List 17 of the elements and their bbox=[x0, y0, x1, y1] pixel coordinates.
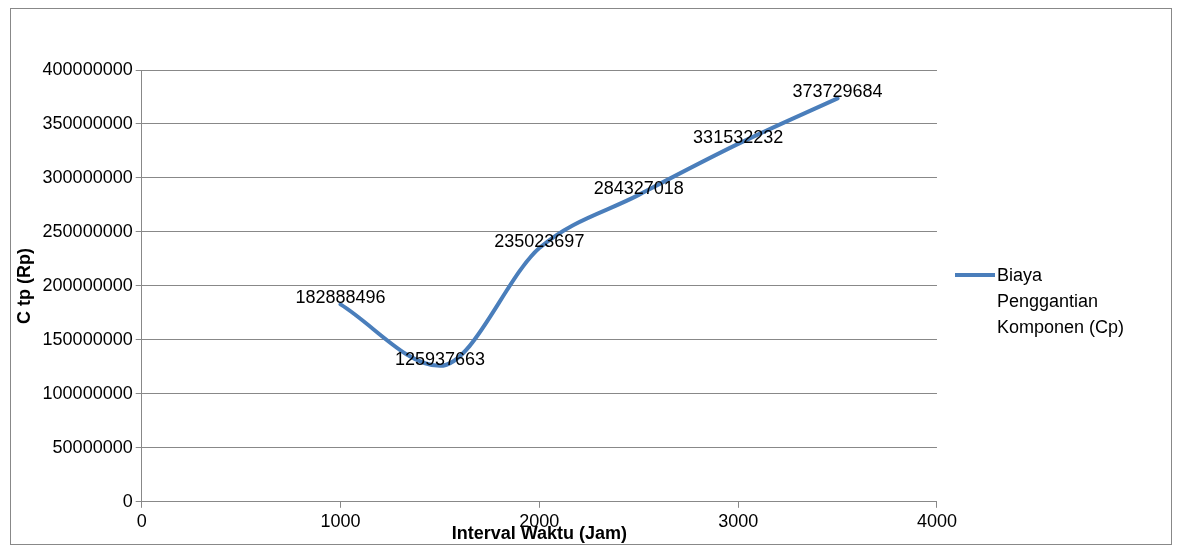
y-tick-label: 0 bbox=[122, 490, 133, 511]
y-axis-title: C tp (Rp) bbox=[13, 247, 34, 324]
x-tick-label: 0 bbox=[136, 510, 147, 531]
y-tick-label: 400000000 bbox=[42, 58, 133, 79]
y-tick-label: 150000000 bbox=[42, 328, 133, 349]
y-tick-label: 100000000 bbox=[42, 382, 133, 403]
legend-label: Biaya Penggantian Komponen (Cp) bbox=[997, 264, 1126, 339]
y-tick-label: 50000000 bbox=[52, 436, 133, 457]
y-tick-label: 300000000 bbox=[42, 166, 133, 187]
data-label: 373729684 bbox=[792, 81, 883, 102]
x-tick-label: 1000 bbox=[320, 510, 361, 531]
x-tick-label: 4000 bbox=[916, 510, 957, 531]
y-tick-label: 350000000 bbox=[42, 112, 133, 133]
data-label: 182888496 bbox=[295, 287, 386, 308]
y-tick-label: 250000000 bbox=[42, 220, 133, 241]
x-tick-label: 3000 bbox=[718, 510, 759, 531]
y-tick-label: 200000000 bbox=[42, 274, 133, 295]
